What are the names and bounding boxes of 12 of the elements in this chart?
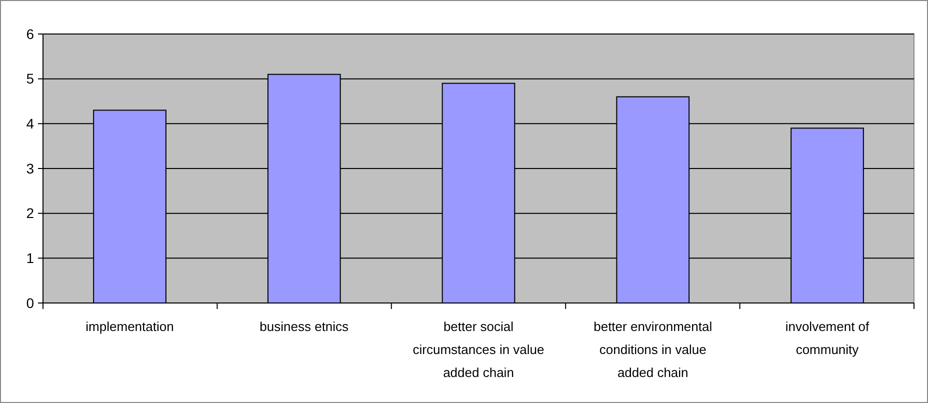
x-tick-label: implementation xyxy=(86,319,174,334)
x-tick-label: business etnics xyxy=(260,319,350,334)
y-tick-label: 0 xyxy=(26,294,34,311)
x-tick-label: better environmental conditions in value added chain xyxy=(594,319,712,380)
y-tick-label: 1 xyxy=(26,250,34,266)
y-tick-label: 3 xyxy=(26,160,34,176)
x-tick-label: better social circumstances in value added chain xyxy=(412,319,544,380)
x-tick-label: involvement of community xyxy=(785,319,870,357)
y-tick-label: 4 xyxy=(26,116,34,132)
y-tick-label: 2 xyxy=(26,205,34,222)
y-tick-label: 6 xyxy=(26,26,34,42)
y-tick-label: 5 xyxy=(26,70,34,87)
